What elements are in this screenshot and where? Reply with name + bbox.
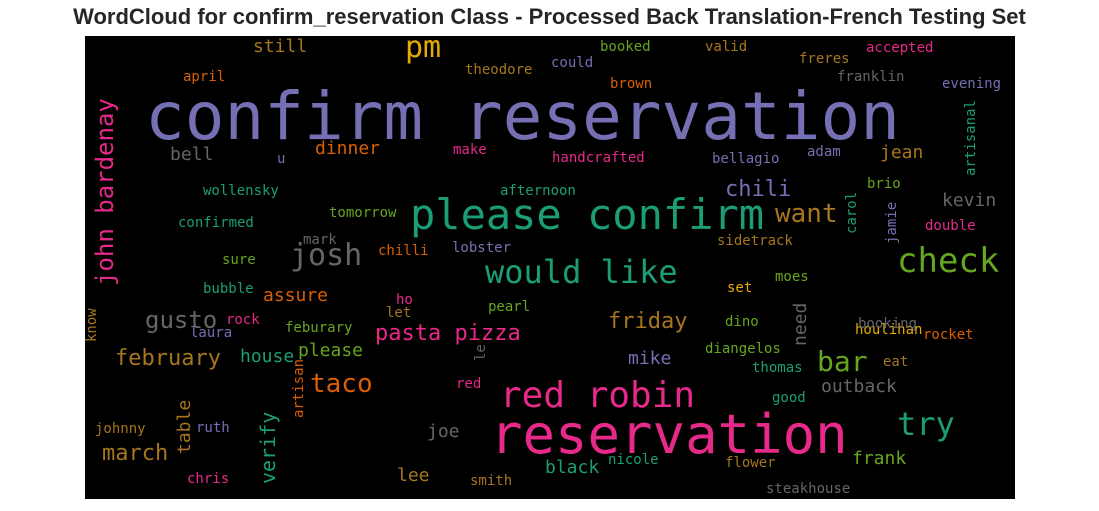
word-assure: assure <box>263 285 329 306</box>
word-artisanal: artisanal <box>963 100 979 176</box>
word-know: know <box>85 308 100 342</box>
word-le: le <box>473 344 489 361</box>
word-mike: mike <box>628 348 672 369</box>
word-friday: friday <box>608 309 688 334</box>
word-ho: ho <box>396 292 413 308</box>
word-march: march <box>102 441 169 466</box>
word-brio: brio <box>867 176 901 192</box>
word-josh: josh <box>290 238 363 273</box>
word-please: please <box>298 340 364 361</box>
word-outback: outback <box>821 376 897 397</box>
word-adam: adam <box>807 144 841 160</box>
word-mark: mark <box>303 232 337 248</box>
word-u: u <box>277 151 286 167</box>
word-smith: smith <box>470 473 513 489</box>
word-make: make <box>453 142 487 158</box>
word-franklin: franklin <box>837 69 905 85</box>
word-need: need <box>790 302 811 346</box>
word-freres: freres <box>799 51 850 67</box>
word-sure: sure <box>222 252 256 268</box>
word-tomorrow: tomorrow <box>329 205 397 221</box>
word-moes: moes <box>775 269 809 285</box>
word-john-bardenay: john bardenay <box>91 98 119 286</box>
word-table: table <box>174 399 195 454</box>
word-johnny: johnny <box>95 421 146 437</box>
word-would-like: would like <box>485 253 678 291</box>
wordcloud-canvas: confirm reservation reservation please con… <box>85 36 1015 499</box>
word-black: black <box>545 457 600 478</box>
word-house: house <box>240 346 295 367</box>
word-afternoon: afternoon <box>500 183 576 199</box>
word-evening: evening <box>942 76 1002 92</box>
word-carol: carol <box>844 191 860 234</box>
word-diangelos: diangelos <box>705 341 781 357</box>
word-houlihan: houlihan <box>855 322 923 338</box>
word-double: double <box>925 218 976 234</box>
word-pasta-pizza: pasta pizza <box>375 321 521 346</box>
chart-title: WordCloud for confirm_reservation Class … <box>73 4 1026 29</box>
word-try: try <box>897 405 955 443</box>
word-handcrafted: handcrafted <box>552 150 645 166</box>
word-theodore: theodore <box>465 62 533 78</box>
word-accepted: accepted <box>866 40 934 56</box>
word-frank: frank <box>852 448 907 469</box>
word-red-robin: red robin <box>500 375 696 416</box>
word-could: could <box>551 55 594 71</box>
word-gusto: gusto <box>145 306 218 334</box>
word-let: let <box>386 305 412 321</box>
word-dinner: dinner <box>315 138 381 159</box>
word-bell: bell <box>170 144 214 165</box>
word-pearl: pearl <box>488 299 531 315</box>
word-pm: pm <box>405 36 442 65</box>
word-flower: flower <box>725 455 776 471</box>
word-nicole: nicole <box>608 452 659 468</box>
word-good: good <box>772 390 806 406</box>
word-ruth: ruth <box>196 420 230 436</box>
word-laura: laura <box>190 325 233 341</box>
word-red: red <box>456 376 482 392</box>
word-wollensky: wollensky <box>203 183 279 199</box>
word-lee: lee <box>397 465 430 486</box>
word-dino: dino <box>725 314 759 330</box>
word-steakhouse: steakhouse <box>766 481 851 497</box>
word-booking: booking <box>858 316 918 332</box>
word-rock: rock <box>226 312 260 328</box>
word-lobster: lobster <box>452 240 512 256</box>
word-check: check <box>897 241 1000 281</box>
word-want: want <box>775 199 838 229</box>
word-kevin: kevin <box>942 190 997 211</box>
word-rocket: rocket <box>923 327 974 343</box>
word-february: february <box>115 346 221 371</box>
word-set: set <box>727 280 753 296</box>
word-bubble: bubble <box>203 281 254 297</box>
word-taco: taco <box>310 369 373 399</box>
word-jean: jean <box>880 142 924 163</box>
word-reservation: reservation <box>490 403 848 466</box>
word-eat: eat <box>883 354 909 370</box>
word-confirm-reservation: confirm reservation <box>145 78 900 155</box>
word-artisan: artisan <box>291 358 307 418</box>
word-joe: joe <box>427 421 460 442</box>
word-valid: valid <box>705 39 748 55</box>
word-please-confirm: please confirm <box>410 190 765 239</box>
word-verify: verify <box>256 411 280 484</box>
word-confirmed: confirmed <box>178 215 254 231</box>
word-chris: chris <box>187 471 230 487</box>
word-jamie: jamie <box>884 201 900 244</box>
word-still: still <box>253 36 308 57</box>
word-bellagio: bellagio <box>712 151 780 167</box>
word-chili: chili <box>725 177 792 202</box>
word-brown: brown <box>610 76 653 92</box>
word-thomas: thomas <box>752 360 803 376</box>
word-chilli: chilli <box>378 243 429 259</box>
word-april: april <box>183 69 226 85</box>
word-sidetrack: sidetrack <box>717 233 793 249</box>
word-booked: booked <box>600 39 651 55</box>
word-bar: bar <box>817 345 868 378</box>
word-feburary: feburary <box>285 320 353 336</box>
